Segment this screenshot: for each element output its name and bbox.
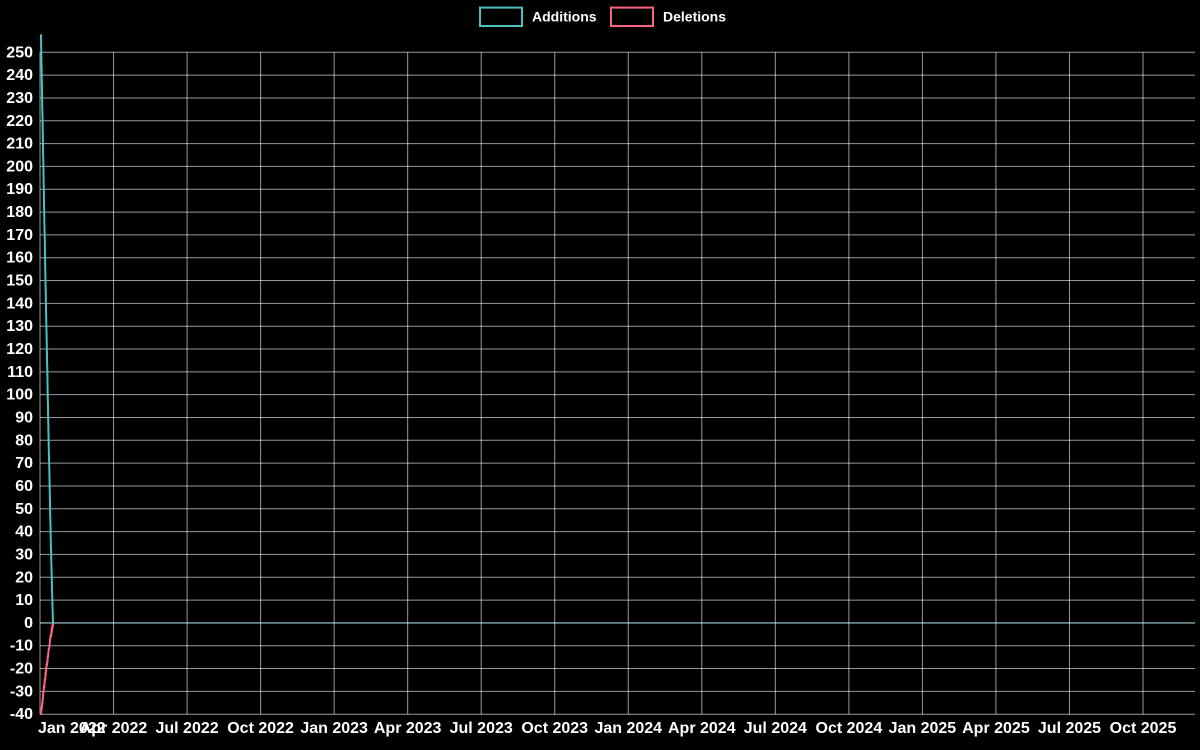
svg-text:180: 180 (6, 204, 33, 221)
svg-text:250: 250 (6, 44, 33, 61)
svg-text:30: 30 (15, 546, 33, 563)
svg-text:90: 90 (15, 409, 33, 426)
svg-text:210: 210 (6, 136, 33, 153)
svg-text:Jul 2024: Jul 2024 (744, 720, 807, 737)
svg-text:130: 130 (6, 318, 33, 335)
svg-text:Oct 2024: Oct 2024 (816, 720, 883, 737)
svg-text:200: 200 (6, 158, 33, 175)
svg-text:Apr 2022: Apr 2022 (80, 720, 148, 737)
svg-text:Oct 2023: Oct 2023 (521, 720, 588, 737)
svg-text:70: 70 (15, 455, 33, 472)
svg-text:-30: -30 (10, 683, 33, 700)
svg-text:Additions: Additions (532, 9, 597, 25)
svg-text:Jan 2023: Jan 2023 (300, 720, 368, 737)
svg-text:140: 140 (6, 295, 33, 312)
svg-text:240: 240 (6, 67, 33, 84)
svg-text:Jan 2025: Jan 2025 (889, 720, 957, 737)
svg-text:Apr 2025: Apr 2025 (962, 720, 1030, 737)
svg-text:Jul 2023: Jul 2023 (450, 720, 513, 737)
svg-text:Deletions: Deletions (663, 9, 726, 25)
svg-text:60: 60 (15, 478, 33, 495)
svg-text:20: 20 (15, 569, 33, 586)
svg-text:230: 230 (6, 90, 33, 107)
svg-text:190: 190 (6, 181, 33, 198)
svg-text:100: 100 (6, 387, 33, 404)
svg-text:120: 120 (6, 341, 33, 358)
svg-text:-40: -40 (10, 706, 33, 723)
svg-text:Oct 2025: Oct 2025 (1110, 720, 1177, 737)
svg-text:160: 160 (6, 250, 33, 267)
svg-text:Apr 2024: Apr 2024 (668, 720, 736, 737)
svg-text:10: 10 (15, 592, 33, 609)
svg-text:Apr 2023: Apr 2023 (374, 720, 442, 737)
svg-text:170: 170 (6, 227, 33, 244)
svg-text:40: 40 (15, 524, 33, 541)
svg-text:-10: -10 (10, 638, 33, 655)
svg-text:Jul 2025: Jul 2025 (1038, 720, 1101, 737)
svg-text:Jul 2022: Jul 2022 (155, 720, 218, 737)
svg-text:110: 110 (7, 364, 33, 381)
svg-text:150: 150 (6, 273, 33, 290)
svg-text:80: 80 (15, 432, 33, 449)
svg-text:50: 50 (15, 501, 33, 518)
svg-text:0: 0 (24, 615, 33, 632)
svg-text:Oct 2022: Oct 2022 (227, 720, 294, 737)
svg-text:-20: -20 (10, 661, 33, 678)
svg-text:220: 220 (6, 113, 33, 130)
svg-text:Jan 2024: Jan 2024 (594, 720, 662, 737)
